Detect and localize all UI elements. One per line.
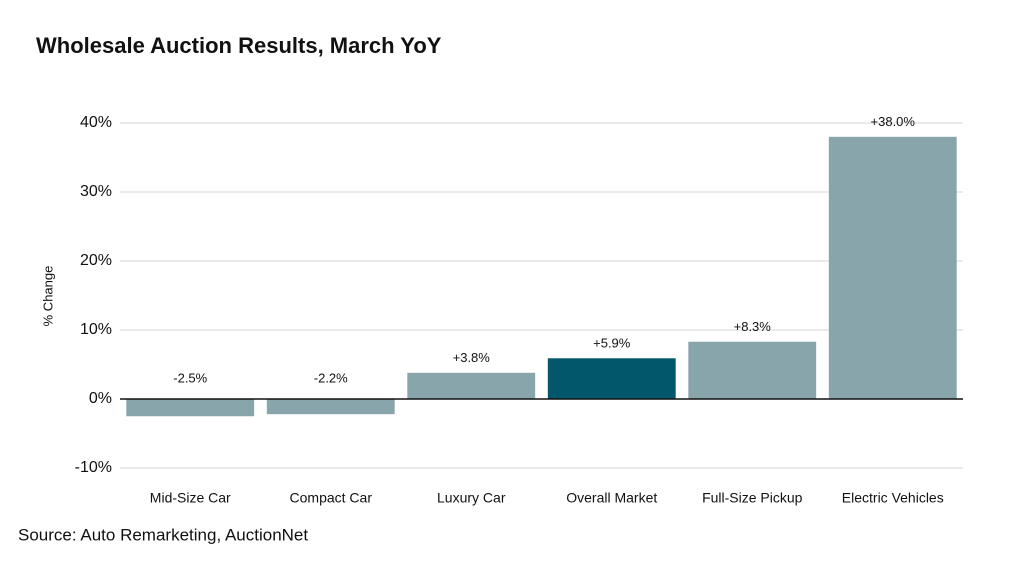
y-tick-label: 0% bbox=[89, 390, 112, 407]
y-axis-label: % Change bbox=[40, 266, 55, 327]
y-tick-label: 40% bbox=[80, 114, 112, 131]
value-label: -2.2% bbox=[314, 370, 348, 385]
y-tick-label: 30% bbox=[80, 183, 112, 200]
y-tick-label: 10% bbox=[80, 321, 112, 338]
x-tick-label: Overall Market bbox=[566, 490, 657, 506]
bar bbox=[126, 399, 255, 417]
bar bbox=[547, 358, 676, 399]
x-tick-label: Mid-Size Car bbox=[150, 490, 231, 506]
value-label: -2.5% bbox=[173, 370, 207, 385]
value-label: +3.8% bbox=[453, 350, 491, 365]
x-tick-label: Luxury Car bbox=[437, 490, 506, 506]
value-label: +8.3% bbox=[734, 319, 772, 334]
bar bbox=[688, 341, 817, 399]
x-tick-label: Full-Size Pickup bbox=[702, 490, 803, 506]
chart-title: Wholesale Auction Results, March YoY bbox=[36, 33, 442, 58]
source-note: Source: Auto Remarketing, AuctionNet bbox=[18, 525, 308, 544]
value-label: +38.0% bbox=[871, 114, 916, 129]
x-tick-label: Compact Car bbox=[290, 490, 373, 506]
value-label: +5.9% bbox=[593, 336, 631, 351]
y-tick-label: -10% bbox=[75, 459, 112, 476]
x-tick-label: Electric Vehicles bbox=[842, 490, 944, 506]
bar bbox=[407, 372, 536, 399]
y-tick-label: 20% bbox=[80, 252, 112, 269]
bar bbox=[828, 136, 957, 400]
bar bbox=[266, 399, 395, 415]
